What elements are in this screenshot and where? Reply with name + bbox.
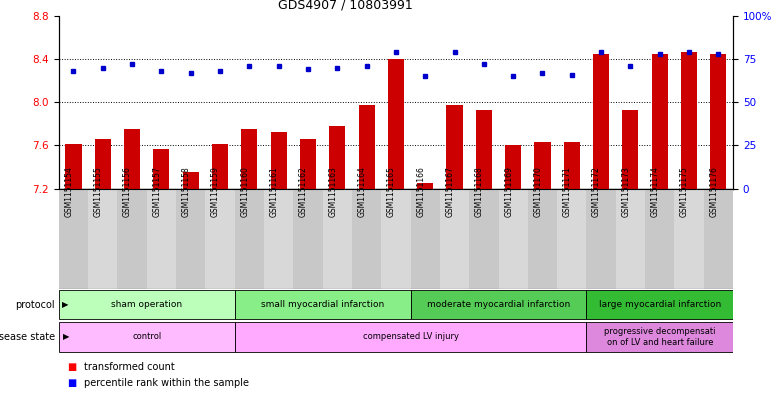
- Bar: [388, 59, 404, 189]
- Bar: [205, 189, 234, 289]
- Bar: [593, 53, 609, 189]
- Bar: [59, 189, 88, 289]
- Text: GSM1151158: GSM1151158: [182, 166, 191, 217]
- Bar: [564, 142, 580, 189]
- Text: ■: ■: [67, 362, 76, 373]
- Text: GSM1151174: GSM1151174: [651, 166, 660, 217]
- Bar: [499, 189, 528, 289]
- Bar: [300, 139, 316, 189]
- Text: GSM1151155: GSM1151155: [94, 166, 103, 217]
- Bar: [124, 129, 140, 189]
- Bar: [241, 129, 257, 189]
- Text: GSM1151157: GSM1151157: [152, 166, 162, 217]
- Text: GSM1151166: GSM1151166: [416, 166, 425, 217]
- Text: protocol: protocol: [15, 299, 55, 310]
- Text: GSM1151154: GSM1151154: [64, 166, 74, 217]
- Text: GSM1151163: GSM1151163: [328, 166, 337, 217]
- Bar: [212, 144, 228, 189]
- Text: GSM1151162: GSM1151162: [299, 166, 308, 217]
- Text: GSM1151160: GSM1151160: [241, 166, 249, 217]
- Bar: [535, 142, 550, 189]
- Bar: [183, 173, 199, 189]
- Text: GSM1151167: GSM1151167: [445, 166, 455, 217]
- Text: small myocardial infarction: small myocardial infarction: [261, 300, 384, 309]
- Bar: [586, 189, 615, 289]
- Bar: [88, 189, 118, 289]
- Bar: [264, 189, 293, 289]
- Bar: [586, 322, 733, 352]
- Bar: [147, 189, 176, 289]
- Text: GSM1151173: GSM1151173: [622, 166, 630, 217]
- Bar: [352, 189, 381, 289]
- Text: GSM1151161: GSM1151161: [270, 166, 278, 217]
- Text: large myocardial infarction: large myocardial infarction: [599, 300, 720, 309]
- Text: ■: ■: [67, 378, 76, 388]
- Text: transformed count: transformed count: [84, 362, 175, 373]
- Text: GSM1151159: GSM1151159: [211, 166, 220, 217]
- Bar: [704, 189, 733, 289]
- Text: moderate myocardial infarction: moderate myocardial infarction: [427, 300, 570, 309]
- Bar: [528, 189, 557, 289]
- Text: GSM1151169: GSM1151169: [504, 166, 514, 217]
- Bar: [270, 132, 287, 189]
- Bar: [674, 189, 704, 289]
- Bar: [154, 149, 169, 189]
- Bar: [293, 189, 323, 289]
- Text: sham operation: sham operation: [111, 300, 183, 309]
- Text: control: control: [132, 332, 162, 342]
- Bar: [476, 110, 492, 189]
- Bar: [59, 290, 234, 319]
- Text: percentile rank within the sample: percentile rank within the sample: [84, 378, 249, 388]
- Text: GSM1151164: GSM1151164: [358, 166, 367, 217]
- Bar: [234, 290, 411, 319]
- Bar: [358, 105, 375, 189]
- Bar: [447, 105, 463, 189]
- Bar: [381, 189, 411, 289]
- Bar: [323, 189, 352, 289]
- Bar: [329, 126, 346, 189]
- Bar: [118, 189, 147, 289]
- Text: ▶: ▶: [62, 300, 68, 309]
- Text: GSM1151168: GSM1151168: [475, 166, 484, 217]
- Text: disease state: disease state: [0, 332, 55, 342]
- Text: GSM1151175: GSM1151175: [680, 166, 689, 217]
- Text: GSM1151170: GSM1151170: [533, 166, 543, 217]
- Text: compensated LV injury: compensated LV injury: [362, 332, 459, 342]
- Bar: [59, 322, 234, 352]
- Bar: [615, 189, 645, 289]
- Bar: [652, 53, 668, 189]
- Bar: [440, 189, 469, 289]
- Bar: [557, 189, 586, 289]
- Bar: [417, 183, 434, 189]
- Text: ▶: ▶: [64, 332, 70, 342]
- Bar: [645, 189, 674, 289]
- Bar: [681, 52, 697, 189]
- Text: GSM1151171: GSM1151171: [563, 166, 572, 217]
- Text: GDS4907 / 10803991: GDS4907 / 10803991: [278, 0, 413, 12]
- Text: GSM1151176: GSM1151176: [710, 166, 718, 217]
- Bar: [411, 290, 586, 319]
- Text: GSM1151172: GSM1151172: [592, 166, 601, 217]
- Bar: [234, 322, 586, 352]
- Bar: [622, 110, 638, 189]
- Bar: [95, 139, 111, 189]
- Bar: [65, 144, 82, 189]
- Bar: [469, 189, 499, 289]
- Bar: [710, 53, 727, 189]
- Bar: [411, 189, 440, 289]
- Bar: [176, 189, 205, 289]
- Bar: [234, 189, 264, 289]
- Text: GSM1151165: GSM1151165: [387, 166, 396, 217]
- Text: progressive decompensati
on of LV and heart failure: progressive decompensati on of LV and he…: [604, 327, 716, 347]
- Text: GSM1151156: GSM1151156: [123, 166, 132, 217]
- Bar: [586, 290, 733, 319]
- Bar: [505, 145, 521, 189]
